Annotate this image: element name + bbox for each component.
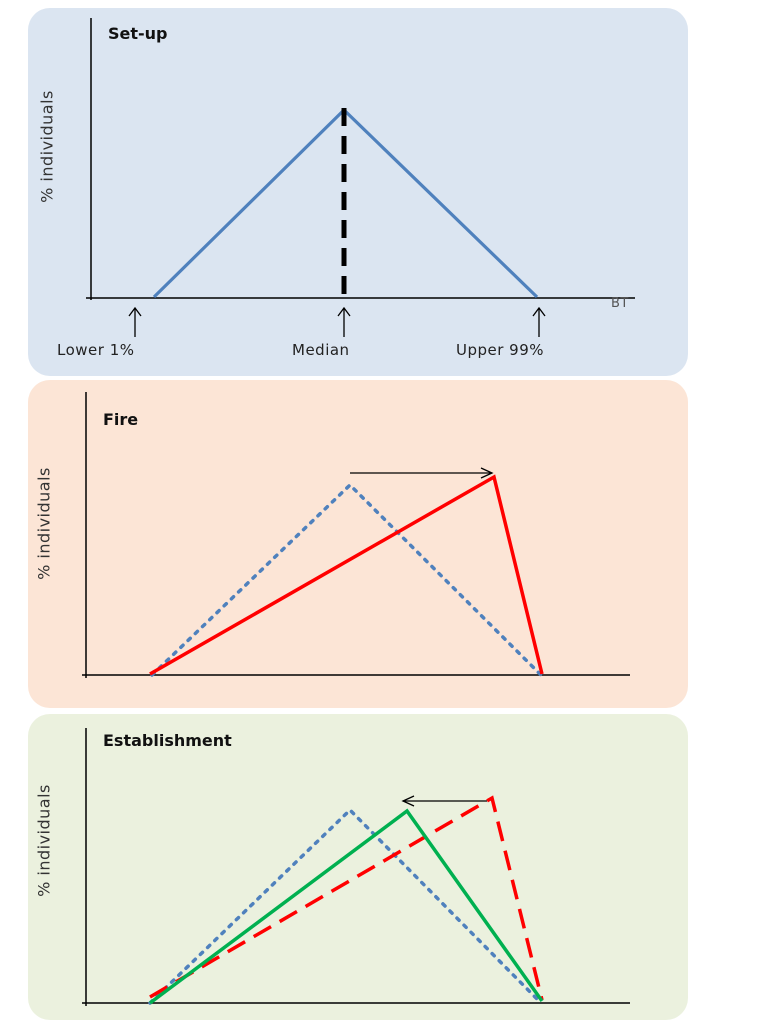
setup-panel <box>28 8 688 376</box>
arrow-median-icon <box>337 306 351 337</box>
establishment-title: Establishment <box>103 731 232 750</box>
setup-y-axis-label: % individuals <box>37 90 57 203</box>
establishment-fire-dashed-line <box>149 795 544 1001</box>
fire-y-axis-label: % individuals <box>34 467 54 580</box>
arrow-upper-icon <box>532 306 546 337</box>
arrow-lower-icon <box>128 306 142 337</box>
fire-title: Fire <box>103 410 139 429</box>
setup-x-axis-label: BT <box>611 296 629 311</box>
establishment-panel <box>28 714 688 1020</box>
marker-median-label: Median <box>292 341 350 359</box>
establishment-y-axis-label: % individuals <box>34 784 54 897</box>
marker-upper-label: Upper 99% <box>456 341 545 359</box>
fire-panel <box>28 380 688 708</box>
establishment-recovery-line <box>148 808 544 1005</box>
marker-lower-label: Lower 1% <box>57 341 135 359</box>
fire-shifted-line <box>149 474 544 676</box>
fire-baseline-dotted-line <box>150 482 543 677</box>
establishment-baseline-dotted-line <box>148 807 543 1005</box>
setup-title: Set-up <box>108 24 168 43</box>
